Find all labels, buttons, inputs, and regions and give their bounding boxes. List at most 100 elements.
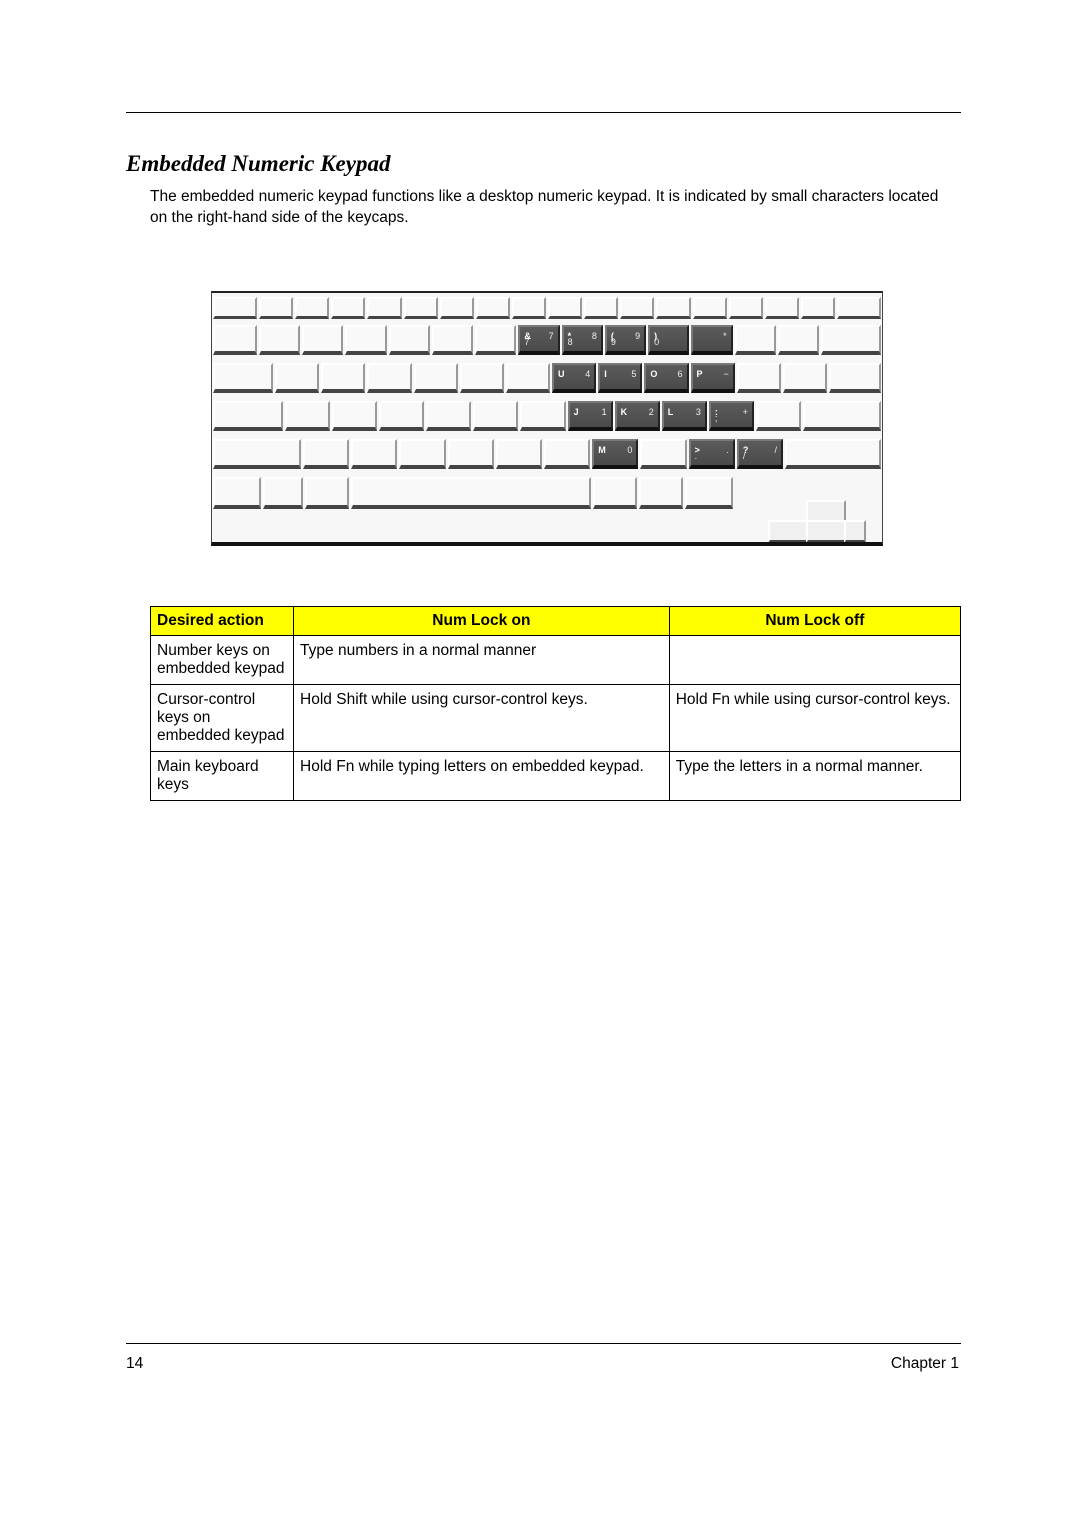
key — [639, 477, 683, 509]
key — [512, 297, 546, 319]
chapter-label: Chapter 1 — [891, 1355, 959, 1373]
key — [685, 477, 733, 509]
table-cell: Hold Fn while typing letters on embedded… — [294, 751, 670, 800]
key — [426, 401, 471, 431]
intro-paragraph: The embedded numeric keypad functions li… — [150, 187, 940, 229]
footer-rule — [126, 1343, 961, 1344]
keyboard-illustration: &77*88(99)0* U4I5O6P− J1K2L3:+; M0>..?// — [211, 291, 883, 546]
key — [389, 325, 430, 355]
table-cell: Main keyboard keys — [151, 751, 294, 800]
table-row: Cursor-control keys on embedded keypad H… — [151, 684, 961, 751]
page-number: 14 — [126, 1355, 143, 1373]
key — [399, 439, 445, 469]
key — [213, 477, 261, 509]
page-footer: 14 Chapter 1 — [126, 1355, 961, 1373]
key — [837, 297, 881, 319]
keypad-table: Desired action Num Lock on Num Lock off … — [150, 606, 961, 801]
key — [803, 401, 881, 431]
key — [263, 477, 303, 509]
key — [475, 325, 516, 355]
key — [473, 401, 518, 431]
table-header-row: Desired action Num Lock on Num Lock off — [151, 606, 961, 635]
table-header: Desired action — [151, 606, 294, 635]
table-cell: Cursor-control keys on embedded keypad — [151, 684, 294, 751]
table-cell — [669, 635, 960, 684]
key — [640, 439, 686, 469]
key — [737, 363, 781, 393]
section-heading: Embedded Numeric Keypad — [126, 151, 961, 177]
key — [520, 401, 565, 431]
key — [295, 297, 329, 319]
key — [303, 439, 349, 469]
key — [584, 297, 618, 319]
key — [548, 297, 582, 319]
key — [213, 297, 257, 319]
key — [593, 477, 637, 509]
keypad-key: (99 — [605, 325, 646, 355]
table-header: Num Lock off — [669, 606, 960, 635]
key — [476, 297, 510, 319]
key — [735, 325, 776, 355]
table-cell: Hold Fn while using cursor-control keys. — [669, 684, 960, 751]
key — [345, 325, 386, 355]
key — [729, 297, 763, 319]
key — [259, 325, 300, 355]
key — [213, 401, 283, 431]
key — [778, 325, 819, 355]
table-header: Num Lock on — [294, 606, 670, 635]
key — [620, 297, 654, 319]
key — [656, 297, 690, 319]
table-cell: Type numbers in a normal manner — [294, 635, 670, 684]
key — [829, 363, 881, 393]
key — [544, 439, 590, 469]
keypad-key: M0 — [592, 439, 638, 469]
page-content: Embedded Numeric Keypad The embedded num… — [126, 112, 961, 1383]
key — [305, 477, 349, 509]
key — [367, 297, 401, 319]
table-cell: Number keys on embedded keypad — [151, 635, 294, 684]
key — [496, 439, 542, 469]
key — [448, 439, 494, 469]
key — [440, 297, 474, 319]
key — [379, 401, 424, 431]
key — [783, 363, 827, 393]
key — [332, 401, 377, 431]
key — [693, 297, 727, 319]
table-cell: Hold Shift while using cursor-control ke… — [294, 684, 670, 751]
keypad-key: I5 — [598, 363, 642, 393]
key — [275, 363, 319, 393]
table-row: Main keyboard keys Hold Fn while typing … — [151, 751, 961, 800]
keypad-key: :+; — [709, 401, 754, 431]
key — [331, 297, 365, 319]
key — [414, 363, 458, 393]
key — [321, 363, 365, 393]
key — [351, 439, 397, 469]
key — [756, 401, 801, 431]
key — [302, 325, 343, 355]
keypad-key: &77 — [518, 325, 559, 355]
keypad-key: *88 — [562, 325, 603, 355]
key — [821, 325, 881, 355]
keypad-key: >.. — [689, 439, 735, 469]
arrow-keys — [786, 502, 864, 540]
key — [765, 297, 799, 319]
key — [785, 439, 881, 469]
keypad-key: )0 — [648, 325, 689, 355]
key — [367, 363, 411, 393]
key — [506, 363, 550, 393]
keypad-key: * — [691, 325, 732, 355]
table-cell: Type the letters in a normal manner. — [669, 751, 960, 800]
keypad-key: U4 — [552, 363, 596, 393]
keypad-key: ?// — [737, 439, 783, 469]
key — [285, 401, 330, 431]
keypad-key: K2 — [615, 401, 660, 431]
key — [432, 325, 473, 355]
keypad-key: P− — [691, 363, 735, 393]
key — [213, 363, 273, 393]
key — [213, 439, 301, 469]
key — [460, 363, 504, 393]
keypad-key: J1 — [568, 401, 613, 431]
key — [351, 477, 591, 509]
key — [801, 297, 835, 319]
key — [259, 297, 293, 319]
